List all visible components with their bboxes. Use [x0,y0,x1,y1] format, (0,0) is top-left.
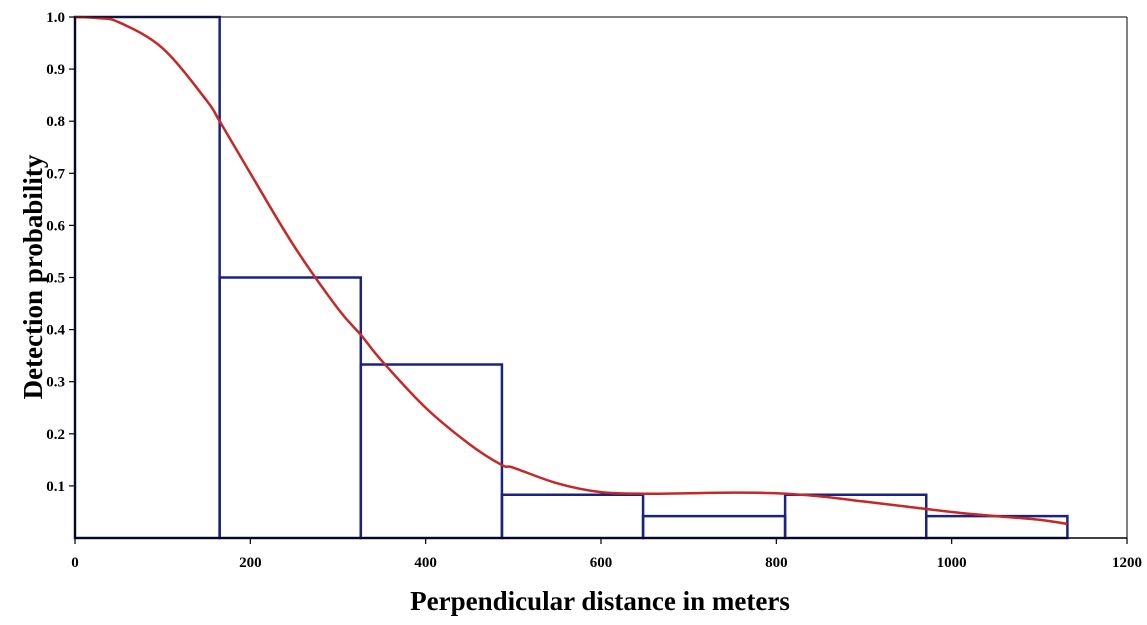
fitted-detection-curve [74,15,1068,526]
y-axis-ticks: 0.1 0.2 0.3 0.4 0.5 0.6 0.7 0.8 0.9 1.0 [46,10,75,495]
y-tick-label: 0.5 [46,271,65,287]
y-tick-label: 0.4 [46,323,65,339]
y-tick-label: 0.9 [46,62,65,78]
y-tick-label: 0.6 [46,218,65,234]
x-tick-label: 0 [71,555,79,571]
histogram-bar-4 [500,493,645,540]
y-tick-label: 0.1 [46,479,65,495]
y-tick-label: 0.8 [46,114,65,130]
histogram-bars [73,15,1069,540]
x-tick-label: 800 [765,555,788,571]
histogram-bar-5 [641,514,787,540]
y-tick-label: 0.2 [46,427,65,443]
histogram-bar-2 [218,276,363,540]
x-tick-label: 1200 [1112,555,1142,571]
x-axis-label: Perpendicular distance in meters [410,586,790,616]
y-tick-label: 1.0 [46,10,65,26]
x-tick-label: 1000 [937,555,967,571]
y-axis-label: Detection probability [18,154,48,399]
x-tick-label: 600 [590,555,613,571]
x-tick-label: 400 [414,555,437,571]
y-tick-label: 0.7 [46,166,65,182]
histogram-bar-1 [73,15,221,540]
y-tick-label: 0.3 [46,375,65,391]
x-axis-ticks: 0 200 400 600 800 1000 1200 [71,538,1142,571]
x-tick-label: 200 [239,555,262,571]
